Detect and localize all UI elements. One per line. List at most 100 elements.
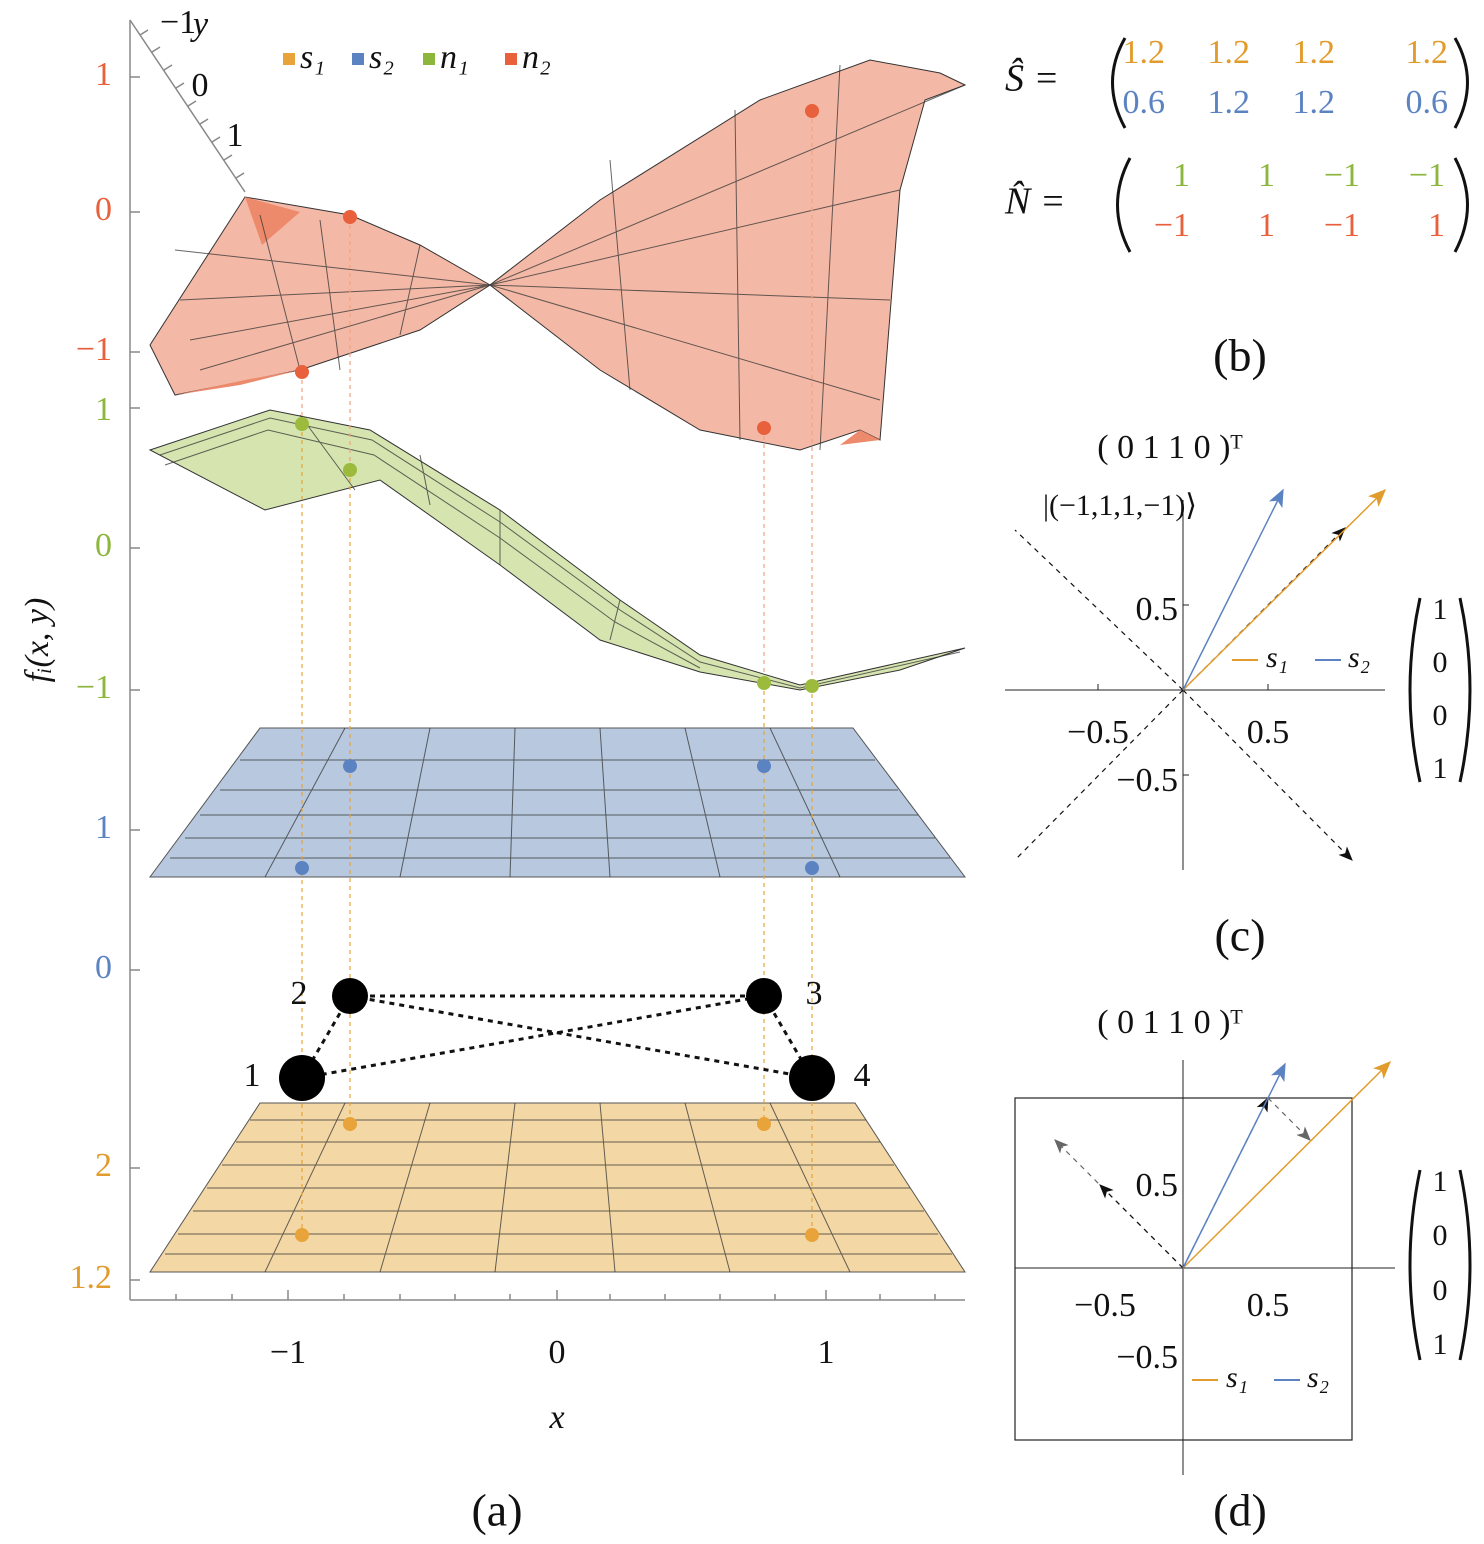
vector-entry: 0 [1433, 646, 1448, 679]
surface-n2 [149, 196, 491, 396]
point [805, 1228, 819, 1242]
tick-label: 0 [95, 527, 112, 564]
tick-label: −0.5 [1074, 1287, 1136, 1324]
surface-mesh [174, 64, 966, 451]
matrix-entry: 0.6 [1123, 84, 1166, 121]
matrix-entry: 1.2 [1406, 34, 1449, 71]
ket-label: |(−1,1,1,−1)⟩ [1043, 489, 1197, 522]
surface-mesh [170, 727, 950, 878]
vector-entry: 0 [1433, 1274, 1448, 1307]
point [343, 759, 357, 773]
tick-label: 0.5 [1136, 1167, 1179, 1204]
vector-s2 [1182, 488, 1284, 691]
legend-swatch [505, 53, 517, 65]
point [805, 679, 819, 693]
tick-label: 0.5 [1247, 714, 1290, 751]
depth-axis [129, 19, 246, 193]
tick-label: 1 [95, 56, 112, 93]
vector [1014, 529, 1352, 860]
tick-label: 1 [95, 809, 112, 846]
vector-entry: 0 [1433, 699, 1448, 732]
ticks [130, 76, 936, 1300]
node-label: 4 [854, 1057, 871, 1094]
matrix-entry: −1 [1409, 157, 1445, 194]
panel-a: −1 y 0 1 1 0 −1 1 0 −1 1 0 2 1.2 −1 0 1 … [19, 4, 967, 1536]
depth-ticks [139, 29, 245, 179]
caption: (a) [471, 1485, 522, 1536]
matrix-entry: 1 [1258, 207, 1275, 244]
point [295, 1228, 309, 1242]
caption: (d) [1213, 1485, 1267, 1536]
matrix-entry: 1.2 [1208, 84, 1251, 121]
vector-entry: 1 [1433, 1328, 1448, 1361]
point [343, 210, 357, 224]
tick-label: −0.5 [1116, 762, 1178, 799]
vector-entry: 1 [1433, 1165, 1448, 1198]
ticks [1097, 604, 1269, 776]
point [757, 1117, 771, 1131]
point [295, 417, 309, 431]
matrix-entry: 1 [1428, 207, 1445, 244]
point [805, 861, 819, 875]
graph-node [279, 1055, 325, 1101]
surface-n1 [148, 409, 966, 691]
vector [1267, 1097, 1311, 1141]
tick-label: 0.5 [1247, 1287, 1290, 1324]
legend-label: n₂ [522, 39, 551, 76]
matrix-entry: 0.6 [1406, 84, 1449, 121]
point [805, 104, 819, 118]
point [295, 861, 309, 875]
node-label: 3 [806, 975, 823, 1012]
legend-label: s₁ [1266, 641, 1288, 674]
vector-entry: 0 [1433, 1219, 1448, 1252]
graph-node [332, 978, 368, 1014]
x-tick-label: −1 [270, 1334, 306, 1371]
matrix-entry: −1 [1324, 207, 1360, 244]
panel-c: ( 0 1 1 0 )ᵀ |(−1,1,1,−1)⟩ 0.5 −0.5 −0.5… [1005, 429, 1472, 961]
legend-swatch [283, 53, 295, 65]
point [757, 759, 771, 773]
tick-label: −1 [76, 331, 112, 368]
vector-entry: 1 [1433, 752, 1448, 785]
point [343, 463, 357, 477]
tick-label: 1 [95, 391, 112, 428]
surface-n2 [489, 59, 967, 451]
graph-node [789, 1055, 835, 1101]
depth-label: y [190, 6, 209, 43]
legend-label: s₁ [1226, 1361, 1248, 1394]
tick-label: 0 [95, 949, 112, 986]
paren [1408, 1169, 1472, 1361]
paren [1116, 157, 1469, 253]
depth-tick: 0 [192, 67, 209, 104]
point [295, 365, 309, 379]
y-axis-label: fᵢ(x, y) [19, 598, 56, 683]
matrix-label: N̂ = [1004, 181, 1066, 223]
graph-edge [300, 994, 814, 1080]
tick-label: −0.5 [1067, 714, 1129, 751]
tick-label: −1 [76, 669, 112, 706]
matrix-entry: 1.2 [1123, 34, 1166, 71]
matrix-label: Ŝ = [1005, 58, 1059, 100]
legend-swatch [423, 53, 435, 65]
legend-label: s₂ [369, 39, 394, 76]
matrix-entry: 1 [1173, 157, 1190, 194]
tick-label: 2 [95, 1147, 112, 1184]
point [757, 421, 771, 435]
vector-s1 [1182, 488, 1387, 691]
x-tick-label: 1 [818, 1334, 835, 1371]
legend-label: n₁ [440, 39, 469, 76]
points [295, 104, 819, 1242]
vector-s1 [1182, 1060, 1392, 1269]
x-axis-label: x [548, 1399, 564, 1436]
matrix-entry: −1 [1324, 157, 1360, 194]
tick-label: 0 [95, 191, 112, 228]
legend-label: s₁ [300, 39, 325, 76]
matrix-entry: 1.2 [1293, 84, 1336, 121]
legend-swatch [352, 53, 364, 65]
node-label: 2 [291, 975, 308, 1012]
surface-s2 [149, 727, 967, 878]
matrix-entry: 1.2 [1293, 34, 1336, 71]
caption: (c) [1214, 910, 1265, 961]
row-vector: ( 0 1 1 0 )ᵀ [1097, 1004, 1243, 1041]
